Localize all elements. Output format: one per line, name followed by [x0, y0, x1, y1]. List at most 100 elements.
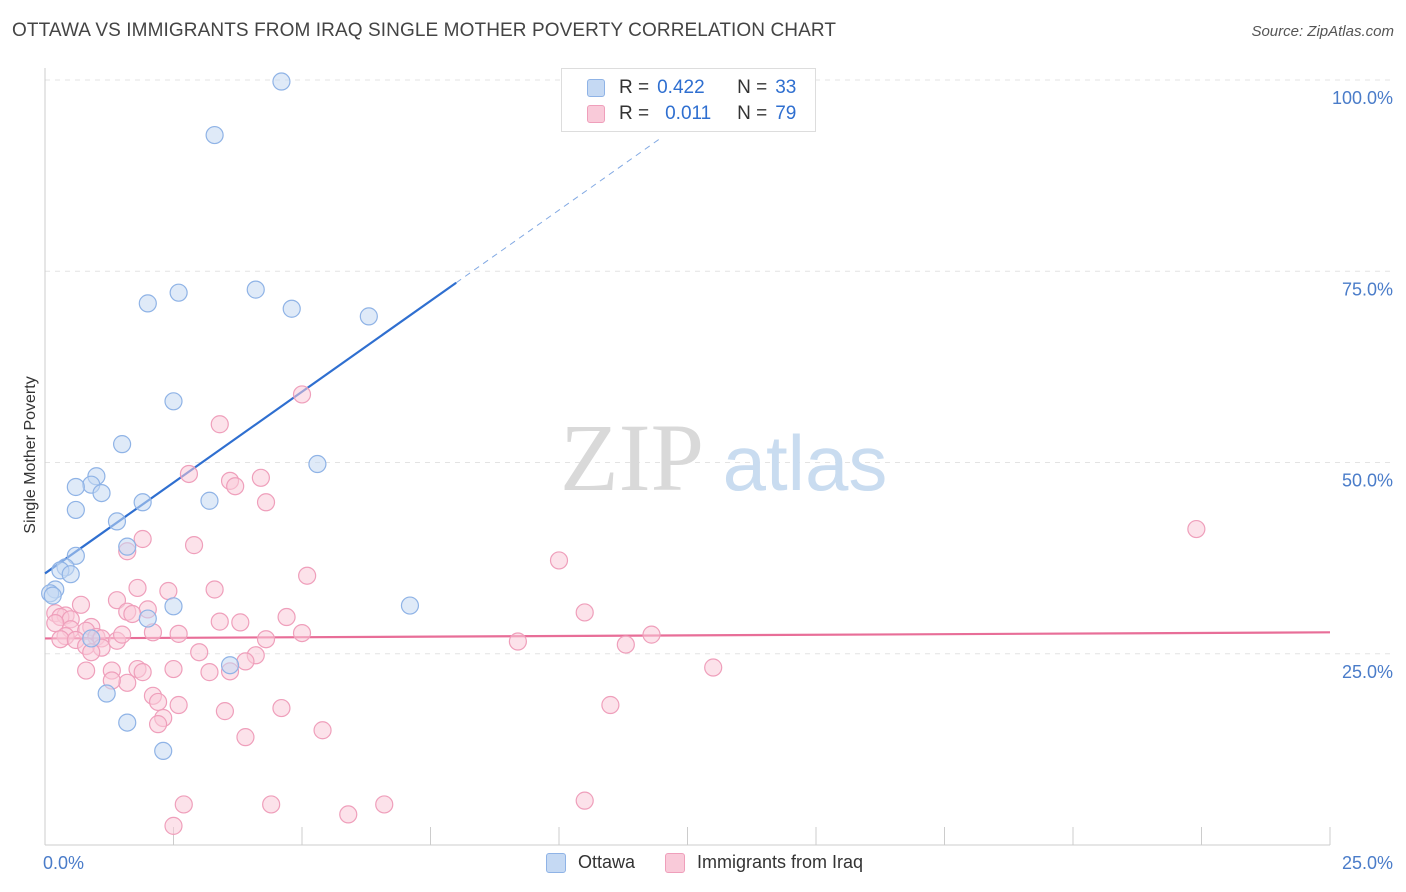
legend-r-value: 0.011: [665, 103, 712, 124]
point-iraq: [184, 536, 204, 555]
point-ottawa: [138, 609, 157, 628]
point-ottawa: [82, 629, 101, 648]
points-ottawa: [41, 72, 420, 761]
point-iraq: [251, 468, 270, 487]
point-iraq: [272, 698, 291, 718]
grid-lines: [45, 79, 1390, 655]
point-iraq: [164, 816, 183, 835]
y-axis-label: Single Mother Poverty: [22, 376, 39, 533]
point-iraq: [277, 607, 296, 627]
point-ottawa: [154, 741, 173, 761]
point-ottawa: [97, 684, 116, 703]
series-swatch-blue: [546, 852, 566, 873]
watermark-atlas: atlas: [723, 419, 888, 507]
legend-swatch-pink: [587, 105, 605, 123]
point-ottawa: [138, 294, 157, 313]
point-ottawa: [133, 493, 152, 512]
series-legend-label: Ottawa: [578, 852, 636, 872]
point-ottawa: [169, 283, 188, 302]
legend-r-label: R =: [619, 77, 650, 98]
point-iraq: [298, 566, 317, 585]
point-iraq: [262, 795, 281, 814]
point-ottawa: [107, 512, 127, 531]
x-tick-label: 25.0%: [1342, 853, 1393, 873]
point-iraq: [642, 625, 661, 644]
point-iraq: [231, 613, 250, 632]
point-ottawa: [92, 484, 111, 503]
legend-r-label: R =: [619, 103, 650, 124]
point-ottawa: [272, 72, 291, 91]
legend-n-value: 79: [775, 103, 797, 124]
point-iraq: [107, 591, 127, 610]
point-ottawa: [246, 280, 265, 299]
point-iraq: [256, 630, 276, 649]
point-iraq: [133, 663, 152, 682]
point-iraq: [339, 805, 358, 824]
point-iraq: [508, 632, 527, 651]
point-iraq: [1187, 519, 1206, 539]
point-ottawa: [118, 713, 137, 732]
point-iraq: [292, 623, 312, 643]
point-iraq: [704, 658, 723, 677]
point-iraq: [169, 695, 188, 715]
point-iraq: [169, 624, 188, 643]
point-iraq: [215, 702, 234, 721]
point-ottawa: [164, 392, 183, 411]
series-legend-ottawa[interactable]: Ottawa: [546, 852, 635, 873]
point-iraq: [51, 630, 70, 649]
trend-lines: [44, 136, 1331, 640]
point-iraq: [575, 603, 594, 622]
legend-r-value: 0.422: [657, 77, 705, 98]
series-legend-label: Immigrants from Iraq: [697, 852, 864, 872]
point-iraq: [236, 728, 255, 747]
point-iraq: [179, 464, 199, 484]
point-iraq: [210, 612, 229, 631]
points-immigrants-from-iraq: [46, 385, 1206, 835]
trend-line-ottawa-extension: [455, 136, 663, 284]
point-iraq: [575, 791, 594, 810]
axes: [44, 68, 1331, 846]
point-iraq: [174, 795, 193, 814]
y-tick-label: 25.0%: [1342, 662, 1393, 682]
point-iraq: [236, 652, 255, 671]
point-iraq: [256, 493, 276, 512]
point-iraq: [190, 643, 209, 662]
point-ottawa: [66, 546, 85, 565]
x-tick-label: 0.0%: [43, 853, 84, 873]
source-label: Source: ZipAtlas.com: [1251, 23, 1394, 40]
watermark-zip: ZIP: [560, 404, 704, 511]
point-iraq: [210, 415, 229, 434]
point-iraq: [164, 659, 183, 679]
point-iraq: [200, 663, 219, 682]
point-iraq: [71, 595, 91, 614]
point-iraq: [112, 625, 132, 644]
point-ottawa: [43, 586, 62, 605]
point-iraq: [601, 695, 620, 715]
point-ottawa: [66, 500, 85, 520]
point-iraq: [148, 715, 168, 734]
point-iraq: [549, 551, 569, 570]
legend-n-label: N =: [737, 77, 768, 98]
point-ottawa: [118, 537, 137, 556]
point-iraq: [375, 795, 394, 814]
y-tick-label: 75.0%: [1342, 279, 1393, 299]
point-ottawa: [220, 656, 240, 675]
trend-line-ottawa: [44, 281, 457, 575]
series-legend: Ottawa Immigrants from Iraq: [546, 852, 893, 873]
point-iraq: [616, 635, 635, 654]
point-iraq: [292, 385, 312, 404]
point-iraq: [148, 692, 168, 712]
watermark: ZIP atlas: [560, 404, 887, 511]
point-iraq: [226, 477, 245, 496]
point-ottawa: [66, 477, 85, 497]
point-iraq: [46, 614, 65, 633]
point-ottawa: [205, 125, 224, 145]
point-iraq: [159, 581, 178, 601]
point-iraq: [313, 721, 332, 740]
point-iraq: [118, 673, 137, 692]
point-iraq: [77, 661, 96, 680]
point-ottawa: [400, 596, 420, 615]
y-tick-label: 100.0%: [1332, 88, 1393, 108]
series-legend-iraq[interactable]: Immigrants from Iraq: [665, 852, 863, 873]
